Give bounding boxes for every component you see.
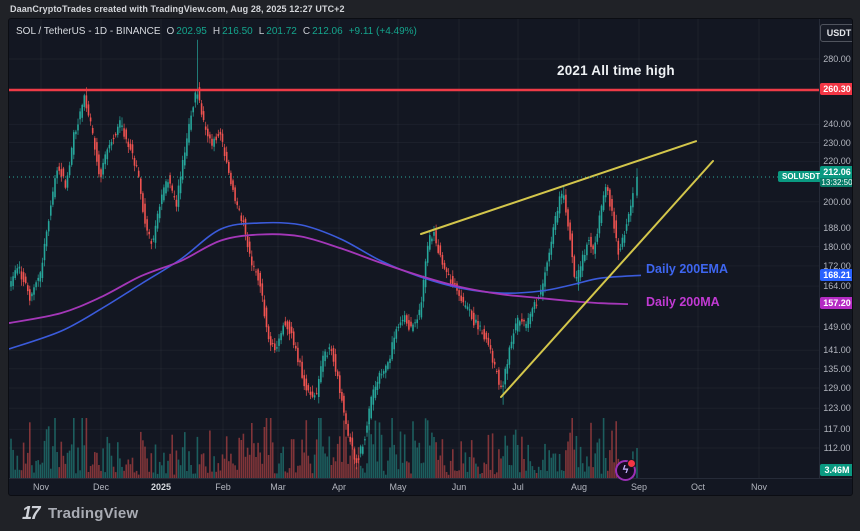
ema200-line[interactable] [9, 221, 642, 350]
ohlc-open: O 202.95 [166, 26, 207, 37]
bar-countdown: 13:32:50 [820, 178, 853, 187]
ema-price-tag: 168.21 [820, 269, 852, 281]
time-axis[interactable]: Nov Dec 2025 Feb Mar Apr May Jun Jul Aug Sep Oct Nov [9, 478, 852, 495]
price-tick-label: 180.00 [823, 242, 851, 252]
wedge-upper-trendline[interactable] [420, 140, 697, 235]
symbol-title[interactable]: SOL / TetherUS - 1D - BINANCE [16, 26, 161, 37]
price-axis[interactable]: 280.00 240.00 230.00 220.00 200.00 188.00 180.… [819, 19, 852, 478]
price-tick-label: 240.00 [823, 119, 851, 129]
symbol-tag: SOLUSDT [778, 171, 825, 182]
price-tick-label: 141.00 [823, 345, 851, 355]
current-price-tag: 212.06 13:32:50 [820, 166, 853, 187]
month-label: Dec [92, 482, 109, 492]
month-label: Apr [331, 482, 346, 492]
price-tick-label: 135.00 [823, 364, 851, 374]
chart-panel: 2021 All time high Daily 200EMA Daily 20… [8, 18, 853, 496]
price-tick-label: 220.00 [823, 156, 851, 166]
price-tick-label: 280.00 [823, 54, 851, 64]
lightning-bolt-icon: ϟ [622, 464, 629, 476]
price-tick-label: 123.00 [823, 403, 851, 413]
month-label: Jun [451, 482, 467, 492]
month-label: Mar [270, 482, 286, 492]
attribution-text: DaanCryptoTrades created with TradingVie… [10, 4, 345, 14]
month-label: Nov [750, 482, 767, 492]
wedge-lower-trendline[interactable] [500, 160, 714, 398]
volume-bars [10, 418, 638, 478]
month-label: Feb [215, 482, 231, 492]
month-label: May [389, 482, 407, 492]
price-tick-label: 164.00 [823, 281, 851, 291]
price-tick-label: 149.00 [823, 322, 851, 332]
ohlc-close: C 212.06 [302, 26, 343, 37]
chart-plot-area[interactable]: 2021 All time high Daily 200EMA Daily 20… [9, 19, 825, 481]
volume-tag: 3.46M [820, 464, 852, 476]
ath-price-tag: 260.30 [820, 83, 852, 95]
ath-annotation: 2021 All time high [557, 63, 675, 78]
month-label: Sep [630, 482, 647, 492]
month-label: Aug [570, 482, 587, 492]
price-tick-label: 188.00 [823, 223, 851, 233]
ma200-line[interactable] [9, 233, 629, 324]
price-tick-label: 172.00 [823, 261, 851, 271]
month-label: Jul [512, 482, 524, 492]
attribution-bar: DaanCryptoTrades created with TradingVie… [0, 0, 860, 18]
footer-bar: 17 TradingView [0, 496, 860, 531]
price-tick-label: 112.00 [823, 443, 851, 453]
notification-dot [627, 459, 636, 468]
tradingview-brand[interactable]: TradingView [48, 505, 139, 522]
ema-annotation: Daily 200EMA [646, 262, 728, 276]
ma-annotation: Daily 200MA [646, 295, 720, 309]
tradingview-logo-icon[interactable]: 17 [22, 503, 41, 523]
current-price: 212.06 [823, 167, 851, 177]
ohlc-high: H 216.50 [212, 26, 253, 37]
price-tick-label: 129.00 [823, 383, 851, 393]
change-value: +9.11 (+4.49%) [348, 26, 417, 37]
candles [10, 39, 638, 470]
candlestick-chart[interactable] [9, 19, 819, 478]
usdt-button[interactable]: USDT [820, 24, 852, 42]
month-label: Oct [690, 482, 705, 492]
gridlines [9, 19, 819, 478]
price-tick-label: 200.00 [823, 197, 851, 207]
month-label: Nov [32, 482, 49, 492]
price-tick-label: 117.00 [823, 424, 851, 434]
ma-price-tag: 157.20 [820, 297, 852, 309]
ohlc-low: L 201.72 [258, 26, 297, 37]
lightning-badge-icon[interactable]: ϟ [615, 459, 636, 481]
month-label: 2025 [150, 482, 172, 492]
price-tick-label: 230.00 [823, 138, 851, 148]
